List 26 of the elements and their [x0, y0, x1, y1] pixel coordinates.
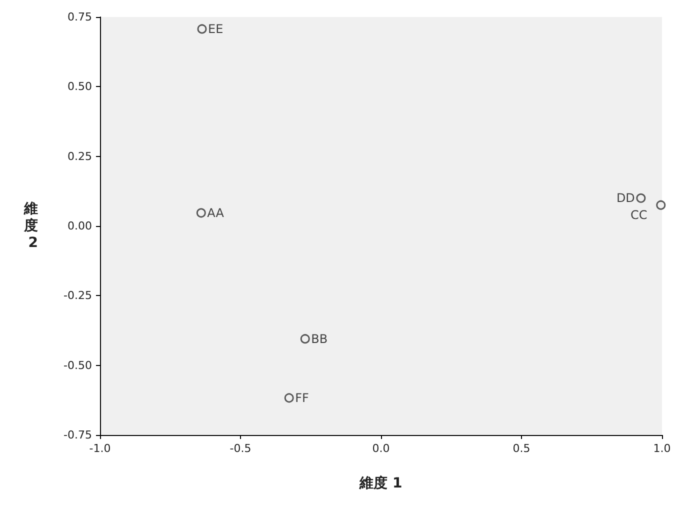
x-tick-label: 0.0 — [372, 442, 390, 455]
annotation: AA — [207, 206, 225, 220]
y-tick-label: 0.00 — [68, 220, 92, 232]
annotation: BB — [311, 332, 328, 346]
x-tick-label: -1.0 — [89, 442, 111, 455]
annotation: FF — [295, 390, 310, 405]
x-tick-label: 0.5 — [512, 442, 530, 455]
y-tick-label: 0.25 — [68, 150, 92, 163]
point — [284, 393, 294, 403]
y-tick-label: -0.50 — [64, 358, 92, 372]
y-tick-label: -0.25 — [64, 289, 92, 302]
point — [636, 193, 646, 203]
y-tick-label: -0.75 — [64, 428, 92, 442]
x-tick-label: -0.5 — [230, 442, 252, 455]
y-tick-label: 0.75 — [68, 10, 92, 24]
y-tick-label: 0.50 — [68, 80, 92, 94]
point — [656, 200, 666, 210]
point — [196, 208, 206, 218]
annotation: EE — [208, 22, 224, 36]
annotation: DD — [616, 191, 635, 206]
annotation: CC — [630, 208, 648, 222]
y-axis-title: 維度 2 — [23, 201, 38, 251]
x-tick-label: 1.0 — [653, 442, 671, 455]
point — [300, 334, 310, 344]
x-axis-title: 維度 1 — [358, 474, 402, 492]
point — [197, 24, 207, 34]
